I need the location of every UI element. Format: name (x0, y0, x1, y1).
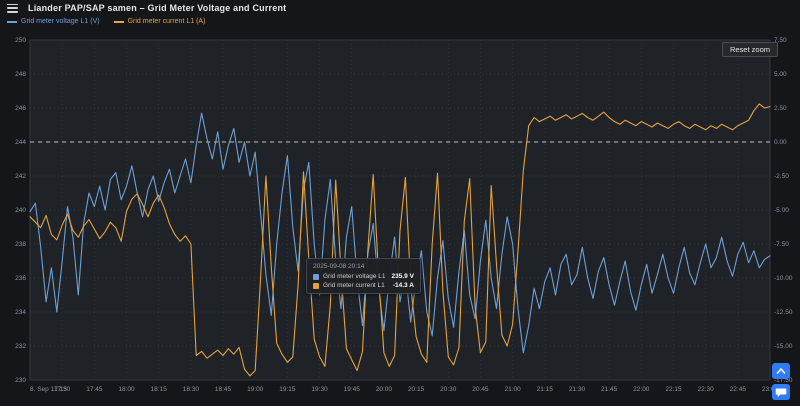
svg-text:20:00: 20:00 (376, 386, 393, 393)
svg-text:23:00: 23:00 (762, 386, 779, 393)
menu-icon[interactable] (7, 3, 18, 13)
current-series-swatch-icon (113, 20, 124, 23)
feedback-chat-button[interactable] (772, 384, 790, 400)
svg-text:22:00: 22:00 (633, 386, 650, 393)
chevron-up-icon (776, 368, 786, 374)
current-swatch-icon (313, 282, 319, 289)
svg-text:22:30: 22:30 (698, 386, 715, 393)
svg-text:248: 248 (15, 71, 26, 78)
svg-text:19:45: 19:45 (344, 386, 361, 393)
svg-text:21:30: 21:30 (569, 386, 586, 393)
svg-text:21:00: 21:00 (504, 386, 521, 393)
svg-text:18:45: 18:45 (215, 386, 232, 393)
svg-text:232: 232 (15, 343, 26, 350)
svg-text:-15.00: -15.00 (774, 343, 793, 350)
chat-icon (775, 388, 787, 397)
svg-text:0.00: 0.00 (774, 139, 787, 146)
tooltip-timestamp: 2025-09-08 20:14 (313, 263, 365, 270)
svg-text:21:15: 21:15 (537, 386, 554, 393)
legend-item-current[interactable]: Grid meter current L1 (A) (113, 18, 206, 25)
svg-text:-5.00: -5.00 (774, 207, 789, 214)
svg-text:22:15: 22:15 (665, 386, 682, 393)
svg-text:250: 250 (15, 37, 26, 44)
legend-label-current: Grid meter current L1 (A) (127, 18, 206, 25)
svg-text:240: 240 (15, 207, 26, 214)
svg-text:238: 238 (15, 241, 26, 248)
svg-text:5.00: 5.00 (774, 71, 787, 78)
tooltip-current-value: -14.3 A (392, 282, 414, 289)
svg-text:20:45: 20:45 (472, 386, 489, 393)
svg-text:21:45: 21:45 (601, 386, 618, 393)
svg-text:19:30: 19:30 (311, 386, 328, 393)
reset-zoom-button[interactable]: Reset zoom (721, 42, 778, 57)
svg-text:17:45: 17:45 (86, 386, 103, 393)
svg-text:22:45: 22:45 (730, 386, 747, 393)
svg-text:19:00: 19:00 (247, 386, 264, 393)
tooltip-voltage-label: Grid meter voltage L1 (323, 273, 386, 280)
svg-text:-17.50: -17.50 (774, 377, 793, 384)
svg-text:20:30: 20:30 (440, 386, 457, 393)
svg-text:18:00: 18:00 (118, 386, 135, 393)
legend-label-voltage: Grid meter voltage L1 (V) (21, 18, 100, 25)
tooltip-row-current: Grid meter current L1 -14.3 A (313, 282, 414, 289)
svg-text:-7.50: -7.50 (774, 241, 789, 248)
svg-text:19:15: 19:15 (279, 386, 296, 393)
svg-text:18:30: 18:30 (183, 386, 200, 393)
app-header: Liander PAP/SAP samen – Grid Meter Volta… (0, 0, 800, 16)
svg-text:20:15: 20:15 (408, 386, 425, 393)
svg-text:7.50: 7.50 (774, 37, 787, 44)
svg-text:-12.50: -12.50 (774, 309, 793, 316)
tooltip-current-label: Grid meter current L1 (323, 282, 385, 289)
svg-text:-10.00: -10.00 (774, 275, 793, 282)
svg-text:2.50: 2.50 (774, 105, 787, 112)
page-title: Liander PAP/SAP samen – Grid Meter Volta… (28, 3, 287, 13)
tooltip-voltage-value: 235.9 V (391, 273, 414, 280)
voltage-swatch-icon (313, 273, 319, 280)
svg-text:242: 242 (15, 173, 26, 180)
svg-text:246: 246 (15, 105, 26, 112)
svg-text:236: 236 (15, 275, 26, 282)
legend-item-voltage[interactable]: Grid meter voltage L1 (V) (7, 18, 100, 25)
svg-text:17:30: 17:30 (54, 386, 71, 393)
chart-tooltip: 2025-09-08 20:14 Grid meter voltage L1 2… (306, 258, 421, 294)
svg-text:234: 234 (15, 309, 26, 316)
svg-text:244: 244 (15, 139, 26, 146)
tooltip-row-voltage: Grid meter voltage L1 235.9 V (313, 273, 414, 280)
svg-text:8. Sep 17:15: 8. Sep 17:15 (30, 386, 67, 393)
svg-text:-2.50: -2.50 (774, 173, 789, 180)
voltage-series-swatch-icon (7, 20, 17, 23)
chart-legend: Grid meter voltage L1 (V) Grid meter cur… (7, 18, 205, 25)
scroll-top-button[interactable] (772, 363, 790, 379)
svg-text:18:15: 18:15 (151, 386, 168, 393)
svg-text:230: 230 (15, 377, 26, 384)
